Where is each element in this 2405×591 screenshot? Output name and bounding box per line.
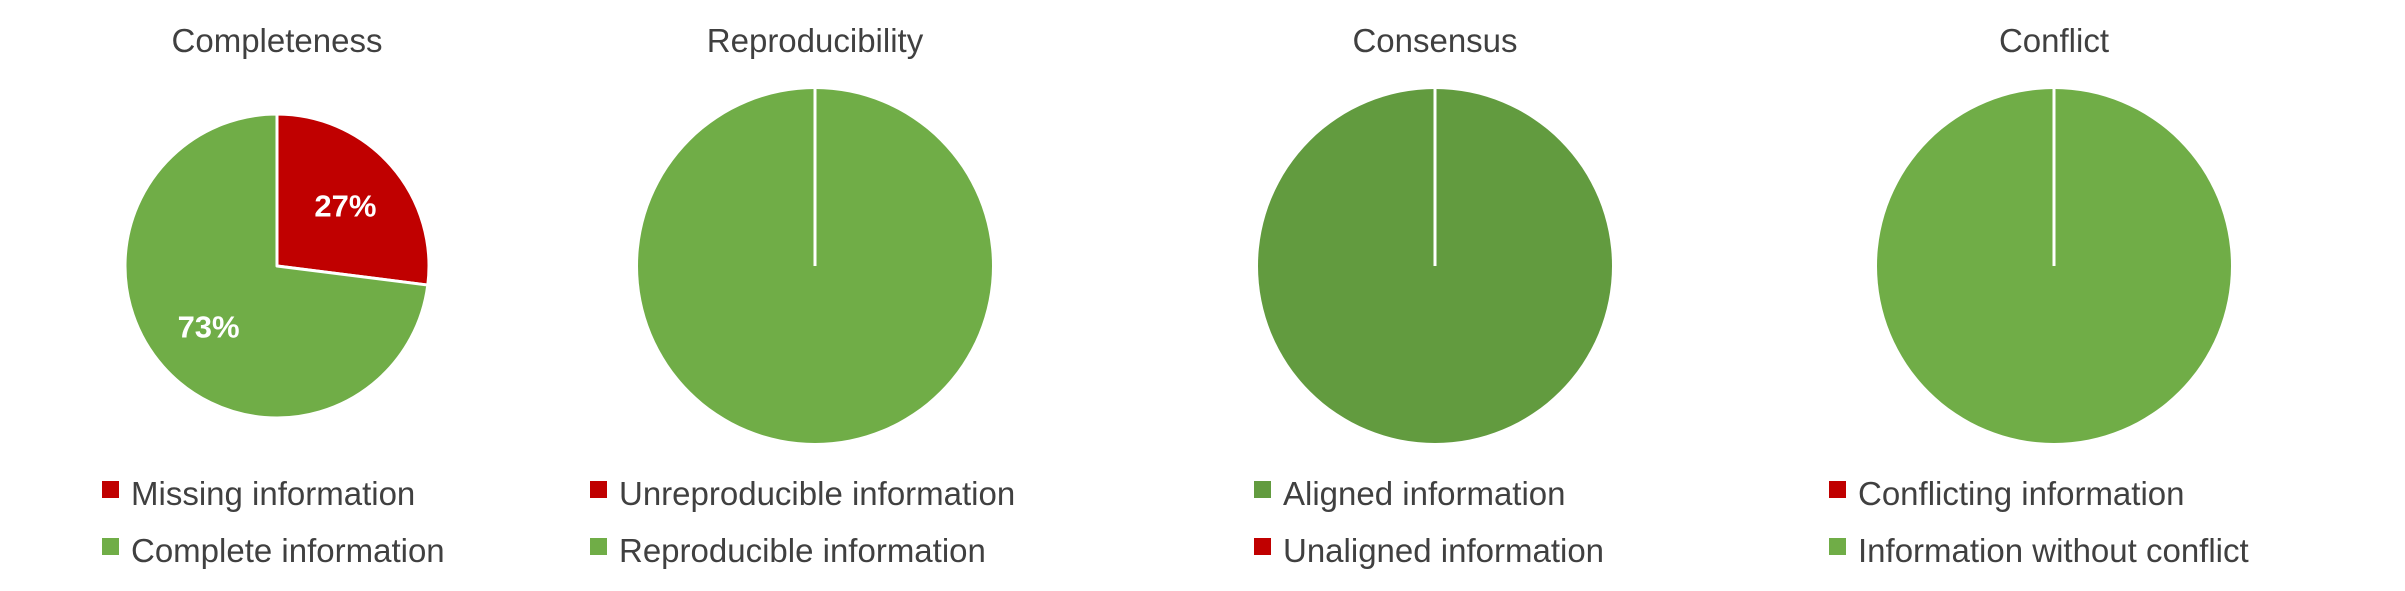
legend-label: Conflicting information [1858,475,2185,512]
chart-title: Reproducibility [707,22,924,59]
chart-title: Completeness [172,22,383,59]
chart-title: Consensus [1352,22,1517,59]
legend-marker [1829,481,1846,498]
pie-slice [123,112,430,420]
legend-marker [590,481,607,498]
legend-label: Unreproducible information [619,475,1015,512]
pie-slice [275,112,431,287]
legend-marker [1254,481,1271,498]
legend-marker [1254,538,1271,555]
pie-chart-2: Consensus Aligned information Unaligned in… [1254,22,1612,569]
legend-label: Information without conflict [1858,532,2249,569]
pie-slice-label: 73% [178,309,240,344]
chart-title: Conflict [1999,22,2109,59]
legend-marker [1829,538,1846,555]
legend-marker [102,538,119,555]
legend-marker [102,481,119,498]
pie-chart-1: Reproducibility Unreproducible informatio… [590,22,1015,569]
legend-label: Missing information [131,475,415,512]
legend-label: Complete information [131,532,445,569]
legend-label: Reproducible information [619,532,986,569]
legend-marker [590,538,607,555]
pie-chart-3: Conflict Conflicting information Informati… [1829,22,2249,569]
legend-label: Unaligned information [1283,532,1604,569]
legend-label: Aligned information [1283,475,1566,512]
pie-slice-label: 27% [314,189,376,224]
pie-chart-0: Completeness 27% 73% Missing information Com… [102,22,445,569]
